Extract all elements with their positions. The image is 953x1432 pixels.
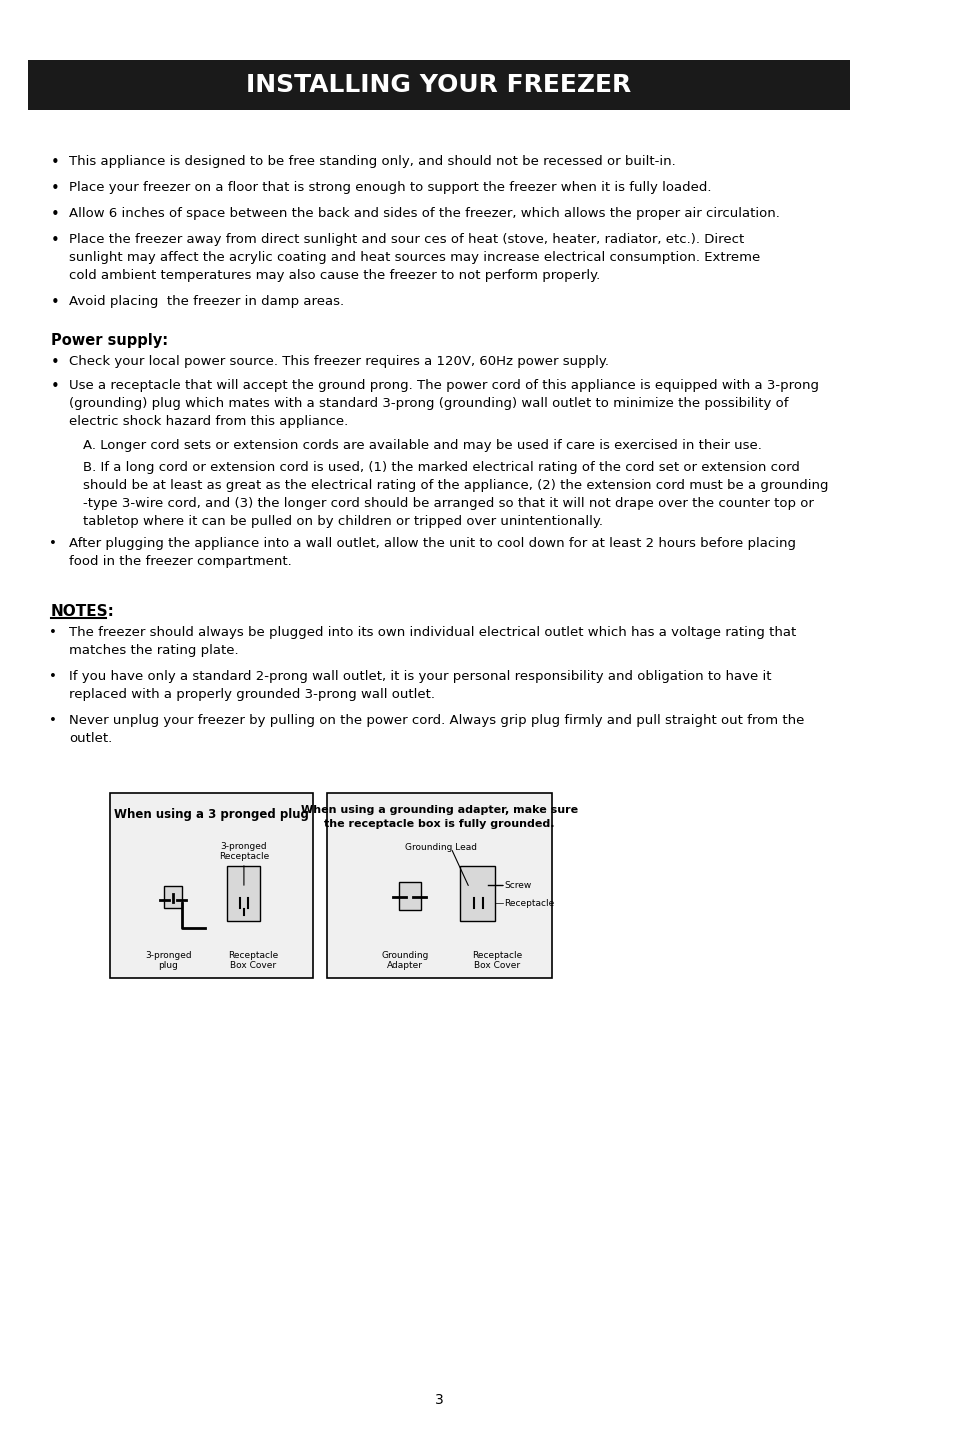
Text: matches the rating plate.: matches the rating plate.: [69, 644, 238, 657]
Text: This appliance is designed to be free standing only, and should not be recessed : This appliance is designed to be free st…: [69, 155, 675, 168]
Text: should be at least as great as the electrical rating of the appliance, (2) the e: should be at least as great as the elect…: [83, 478, 827, 493]
Text: tabletop where it can be pulled on by children or tripped over unintentionally.: tabletop where it can be pulled on by ch…: [83, 516, 602, 528]
Text: Avoid placing  the freezer in damp areas.: Avoid placing the freezer in damp areas.: [69, 295, 344, 308]
Text: replaced with a properly grounded 3-prong wall outlet.: replaced with a properly grounded 3-pron…: [69, 687, 435, 702]
Text: Receptacle: Receptacle: [504, 898, 554, 908]
Text: Grounding Lead: Grounding Lead: [405, 843, 476, 852]
Text: The freezer should always be plugged into its own individual electrical outlet w: The freezer should always be plugged int…: [69, 626, 796, 639]
Text: Grounding
Adapter: Grounding Adapter: [381, 951, 428, 971]
FancyBboxPatch shape: [111, 793, 313, 978]
Text: Never unplug your freezer by pulling on the power cord. Always grip plug firmly : Never unplug your freezer by pulling on …: [69, 715, 803, 727]
Text: Check your local power source. This freezer requires a 120V, 60Hz power supply.: Check your local power source. This free…: [69, 355, 608, 368]
FancyBboxPatch shape: [28, 60, 849, 110]
Text: •: •: [49, 537, 56, 550]
Text: •: •: [51, 180, 59, 196]
Text: •: •: [51, 233, 59, 248]
Text: electric shock hazard from this appliance.: electric shock hazard from this applianc…: [69, 415, 348, 428]
Text: When using a 3 pronged plug: When using a 3 pronged plug: [114, 808, 309, 821]
Text: A. Longer cord sets or extension cords are available and may be used if care is : A. Longer cord sets or extension cords a…: [83, 440, 760, 453]
FancyBboxPatch shape: [327, 793, 552, 978]
Text: •: •: [51, 155, 59, 170]
Text: Place your freezer on a floor that is strong enough to support the freezer when : Place your freezer on a floor that is st…: [69, 180, 711, 193]
Text: food in the freezer compartment.: food in the freezer compartment.: [69, 556, 292, 569]
FancyBboxPatch shape: [398, 882, 420, 909]
Text: Place the freezer away from direct sunlight and sour ces of heat (stove, heater,: Place the freezer away from direct sunli…: [69, 233, 743, 246]
Text: 3: 3: [435, 1393, 443, 1408]
Text: •: •: [51, 355, 59, 369]
Text: B. If a long cord or extension cord is used, (1) the marked electrical rating of: B. If a long cord or extension cord is u…: [83, 461, 799, 474]
Text: When using a grounding adapter, make sure: When using a grounding adapter, make sur…: [300, 805, 578, 815]
Text: After plugging the appliance into a wall outlet, allow the unit to cool down for: After plugging the appliance into a wall…: [69, 537, 795, 550]
Text: cold ambient temperatures may also cause the freezer to not perform properly.: cold ambient temperatures may also cause…: [69, 269, 599, 282]
Text: Power supply:: Power supply:: [51, 334, 168, 348]
Text: •: •: [51, 208, 59, 222]
Text: •: •: [49, 626, 56, 639]
Text: the receptacle box is fully grounded.: the receptacle box is fully grounded.: [324, 819, 555, 829]
Text: •: •: [51, 295, 59, 309]
Text: Use a receptacle that will accept the ground prong. The power cord of this appli: Use a receptacle that will accept the gr…: [69, 379, 819, 392]
Text: •: •: [51, 379, 59, 394]
Text: Allow 6 inches of space between the back and sides of the freezer, which allows : Allow 6 inches of space between the back…: [69, 208, 780, 221]
Text: (grounding) plug which mates with a standard 3-prong (grounding) wall outlet to : (grounding) plug which mates with a stan…: [69, 397, 788, 410]
FancyBboxPatch shape: [164, 886, 182, 908]
FancyBboxPatch shape: [459, 866, 495, 921]
Text: 3-pronged
plug: 3-pronged plug: [145, 951, 192, 971]
Text: 3-pronged
Receptacle: 3-pronged Receptacle: [218, 842, 269, 861]
Text: -type 3-wire cord, and (3) the longer cord should be arranged so that it will no: -type 3-wire cord, and (3) the longer co…: [83, 497, 813, 510]
Text: Screw: Screw: [504, 881, 531, 889]
Text: Receptacle
Box Cover: Receptacle Box Cover: [472, 951, 521, 971]
Text: •: •: [49, 670, 56, 683]
Text: Receptacle
Box Cover: Receptacle Box Cover: [228, 951, 278, 971]
Text: INSTALLING YOUR FREEZER: INSTALLING YOUR FREEZER: [246, 73, 631, 97]
Text: NOTES:: NOTES:: [51, 604, 114, 619]
Text: outlet.: outlet.: [69, 732, 112, 745]
Text: •: •: [49, 715, 56, 727]
Text: If you have only a standard 2-prong wall outlet, it is your personal responsibil: If you have only a standard 2-prong wall…: [69, 670, 771, 683]
FancyBboxPatch shape: [227, 866, 260, 921]
Text: sunlight may affect the acrylic coating and heat sources may increase electrical: sunlight may affect the acrylic coating …: [69, 251, 760, 263]
